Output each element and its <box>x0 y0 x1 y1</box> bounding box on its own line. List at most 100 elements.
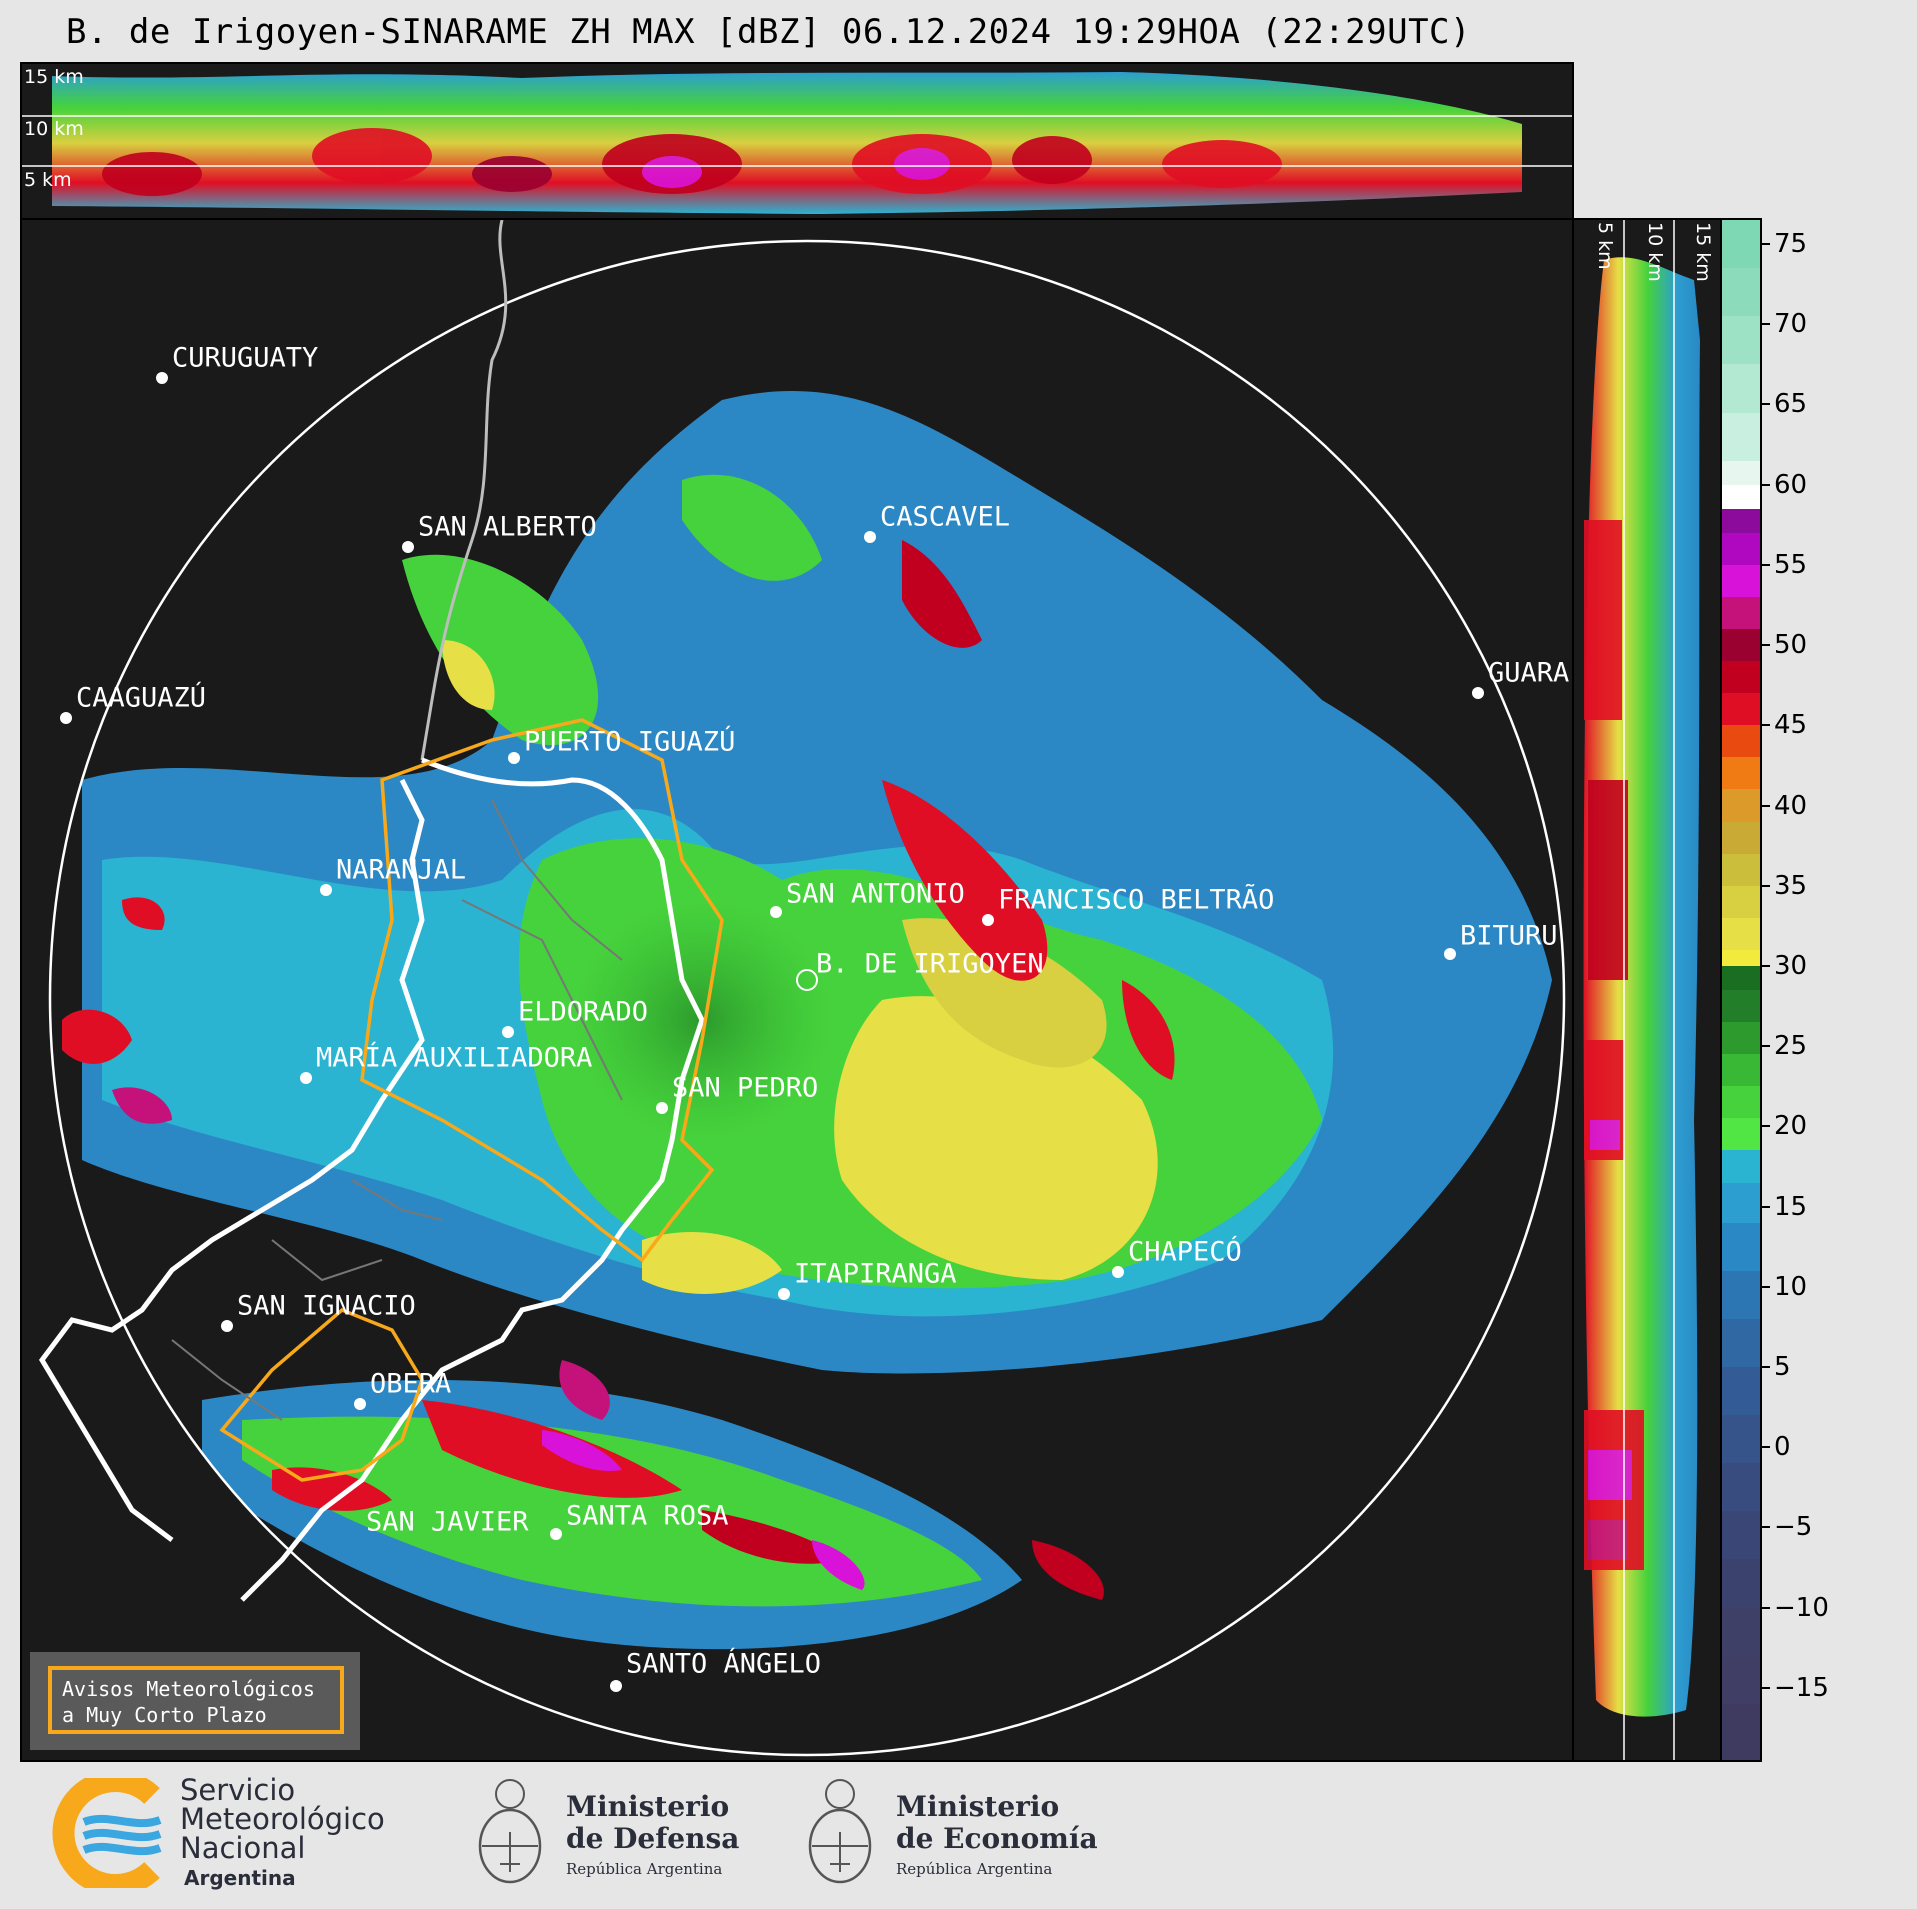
colorbar-tick-label: 20 <box>1774 1111 1808 1142</box>
colorbar-tick-label: 25 <box>1774 1031 1808 1062</box>
colorbar-band <box>1722 1559 1760 1609</box>
city-label-san-alberto: SAN ALBERTO <box>418 511 597 543</box>
colorbar-band <box>1722 949 1760 967</box>
colorbar-band <box>1722 1150 1760 1184</box>
side-cross-section: 5 km 10 km 15 km <box>1572 218 1722 1762</box>
city-dot-chapeco <box>1112 1266 1124 1278</box>
colorbar-tick <box>1760 1365 1770 1368</box>
colorbar-band <box>1722 564 1760 598</box>
warnings-legend: Avisos Meteorológicos a Muy Corto Plazo <box>30 1652 360 1750</box>
colorbar-tick-label: 40 <box>1774 790 1808 821</box>
colorbar-band <box>1722 1415 1760 1464</box>
city-label-b-de-irigoyen: B. DE IRIGOYEN <box>816 948 1044 980</box>
city-dot-maria-auxiliadora <box>300 1072 312 1084</box>
economia-line-1: Ministerio <box>896 1790 1060 1823</box>
colorbar-tick <box>1760 1606 1770 1609</box>
colorbar-tick <box>1760 243 1770 246</box>
colorbar-band <box>1722 508 1760 534</box>
city-label-itapiranga: ITAPIRANGA <box>794 1258 957 1290</box>
colorbar-band <box>1722 1118 1760 1151</box>
defensa-coat-of-arms-icon <box>478 1779 542 1884</box>
colorbar-tick-label: 35 <box>1774 870 1808 901</box>
colorbar-tick-label: 55 <box>1774 549 1808 580</box>
dbz-colorbar <box>1720 218 1762 1762</box>
colorbar-band <box>1722 965 1760 991</box>
city-dot-bituru <box>1444 948 1456 960</box>
colorbar-tick-label: 70 <box>1774 309 1808 340</box>
side-cross-section-graphic <box>1583 220 1700 1760</box>
city-label-san-ignacio: SAN IGNACIO <box>237 1290 416 1322</box>
colorbar-band <box>1722 917 1760 951</box>
city-label-curuguaty: CURUGUATY <box>172 342 319 374</box>
colorbar-band <box>1722 1086 1760 1119</box>
colorbar-tick <box>1760 563 1770 566</box>
colorbar-band <box>1722 1182 1760 1224</box>
colorbar-band <box>1722 789 1760 823</box>
smn-name-line-1: Servicio <box>180 1773 296 1807</box>
colorbar-band <box>1722 990 1760 1023</box>
smn-name-line-2: Meteorológico <box>180 1802 385 1836</box>
colorbar-tick-label: 65 <box>1774 389 1808 420</box>
radar-map[interactable]: CURUGUATY SAN ALBERTO CAAGUAZÚ CASCAVEL … <box>20 218 1574 1762</box>
colorbar-tick-label: −5 <box>1774 1512 1813 1543</box>
city-label-santa-rosa: SANTA ROSA <box>566 1500 729 1532</box>
city-label-san-pedro: SAN PEDRO <box>672 1072 819 1104</box>
reflectivity-field <box>62 391 1552 1650</box>
city-dot-san-antonio <box>770 906 782 918</box>
colorbar-tick-label: 5 <box>1774 1351 1791 1382</box>
footer: Servicio Meteorológico Nacional Argentin… <box>0 1762 1917 1909</box>
economia-line-2: de Economía <box>896 1822 1098 1855</box>
city-dot-san-pedro <box>656 1102 668 1114</box>
city-dot-puerto-iguazu <box>508 752 520 764</box>
colorbar-band <box>1722 364 1760 414</box>
defensa-line-2: de Defensa <box>566 1822 740 1855</box>
colorbar-tick <box>1760 804 1770 807</box>
city-label-francisco-beltrao: FRANCISCO BELTRÃO <box>998 884 1275 916</box>
side-height-label-10km: 10 km <box>1644 222 1666 282</box>
smn-name-line-4: Argentina <box>184 1866 296 1890</box>
city-label-caaguazu: CAAGUAZÚ <box>76 682 207 714</box>
city-label-puerto-iguazu: PUERTO IGUAZÚ <box>524 726 736 758</box>
colorbar-band <box>1722 268 1760 317</box>
colorbar-band <box>1722 1511 1760 1561</box>
city-label-bituru: BITURU <box>1460 920 1558 952</box>
colorbar-band <box>1722 1607 1760 1657</box>
radar-map-graphic <box>38 220 1566 1757</box>
city-label-santo-angelo: SANTO ÁNGELO <box>626 1648 822 1680</box>
city-dot-itapiranga <box>778 1288 790 1300</box>
smn-logo-icon <box>52 1778 162 1888</box>
legend-line-2: a Muy Corto Plazo <box>62 1703 267 1727</box>
city-dot-cascavel <box>864 531 876 543</box>
colorbar-tick <box>1760 1205 1770 1208</box>
city-label-guara: GUARA <box>1488 657 1570 689</box>
colorbar-band <box>1722 460 1760 486</box>
colorbar-band <box>1722 1366 1760 1416</box>
top-cross-section: 15 km 10 km 5 km <box>20 62 1574 220</box>
colorbar-tick <box>1760 1125 1770 1128</box>
city-dot-san-alberto <box>402 541 414 553</box>
colorbar-tick <box>1760 1686 1770 1689</box>
colorbar-band <box>1722 629 1760 662</box>
range-ring <box>48 239 1566 1757</box>
boundaries <box>38 220 724 1602</box>
colorbar-tick <box>1760 1526 1770 1529</box>
colorbar-band <box>1722 853 1760 887</box>
height-label-15km: 15 km <box>24 66 84 88</box>
height-label-10km: 10 km <box>24 118 84 140</box>
colorbar-tick-label: 15 <box>1774 1191 1808 1222</box>
colorbar-band <box>1722 1703 1760 1760</box>
colorbar-band <box>1722 596 1760 630</box>
colorbar-tick <box>1760 403 1770 406</box>
city-label-cascavel: CASCAVEL <box>880 501 1011 533</box>
colorbar-tick <box>1760 483 1770 486</box>
colorbar-tick-label: 0 <box>1774 1432 1791 1463</box>
colorbar-tick <box>1760 884 1770 887</box>
city-dot-obera <box>354 1398 366 1410</box>
colorbar-tick-label: 30 <box>1774 950 1808 981</box>
colorbar-tick-label: −10 <box>1774 1592 1829 1623</box>
city-dot-curuguaty <box>156 372 168 384</box>
colorbar-tick <box>1760 724 1770 727</box>
colorbar-band <box>1722 1270 1760 1320</box>
colorbar-tick-label: 10 <box>1774 1271 1808 1302</box>
defensa-line-1: Ministerio <box>566 1790 730 1823</box>
